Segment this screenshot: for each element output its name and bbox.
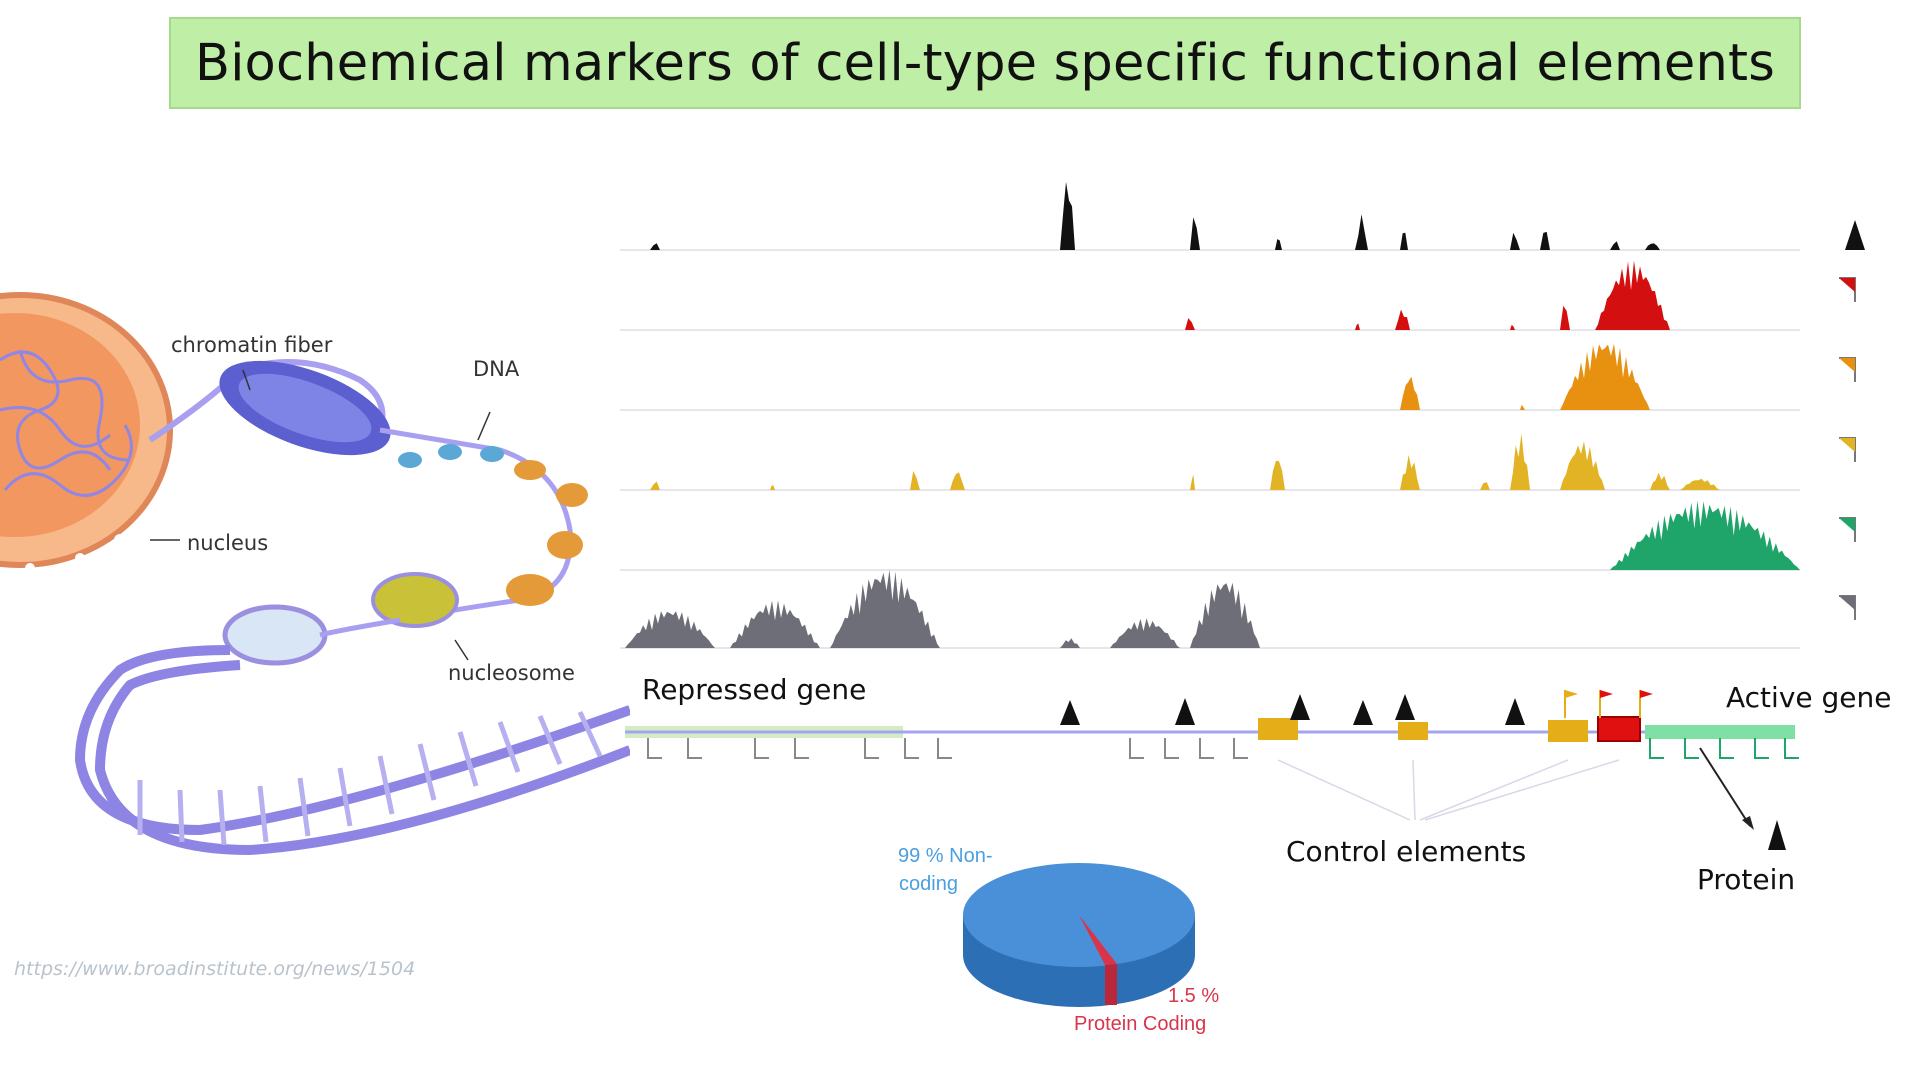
track-peak xyxy=(1650,472,1670,490)
track-peak xyxy=(1510,324,1515,330)
track-peak xyxy=(1060,638,1080,648)
triangle-marker xyxy=(1175,698,1195,725)
track-peak xyxy=(730,600,820,648)
track-marker xyxy=(1845,220,1865,250)
track-peak xyxy=(1595,260,1670,330)
control-element xyxy=(1398,722,1428,740)
track-peak xyxy=(1510,232,1520,250)
triangle-marker xyxy=(1353,700,1373,725)
active-gene-bar xyxy=(1645,725,1795,739)
track-peak xyxy=(1680,478,1720,490)
pie-noncoding-line1: 99 % Non- xyxy=(898,845,993,867)
triangle-marker xyxy=(1395,694,1415,720)
track-peak xyxy=(1645,243,1660,250)
label-nucleosome: nucleosome xyxy=(448,661,575,685)
control-element xyxy=(1258,718,1298,740)
label-control-elements: Control elements xyxy=(1286,835,1527,868)
coding-pie xyxy=(963,863,1195,1007)
track-peak xyxy=(1185,318,1195,330)
track-peak xyxy=(1275,239,1282,250)
track-peak xyxy=(770,485,775,490)
control-element xyxy=(1548,720,1588,742)
triangle-marker xyxy=(1505,698,1525,725)
track-peak xyxy=(1610,500,1800,570)
track-peak xyxy=(1480,482,1490,490)
slide-title: Biochemical markers of cell-type specifi… xyxy=(195,33,1775,93)
track-peak xyxy=(1190,474,1195,490)
track-peak xyxy=(1355,323,1360,330)
label-protein: Protein xyxy=(1697,863,1796,896)
title-banner: Biochemical markers of cell-type specifi… xyxy=(169,17,1801,109)
track-flag xyxy=(1839,278,1855,292)
label-dna: DNA xyxy=(473,357,520,381)
signal-tracks xyxy=(620,181,1865,649)
track-peak xyxy=(1190,582,1260,648)
pie-coding-label: Protein Coding xyxy=(1074,1013,1207,1035)
track-flag xyxy=(1839,358,1855,372)
label-nucleus: nucleus xyxy=(187,531,269,555)
track-peak xyxy=(1270,460,1285,490)
track-peak xyxy=(1060,181,1075,250)
track-peak xyxy=(1110,618,1180,648)
label-repressed-gene: Repressed gene xyxy=(642,673,867,706)
pie-coding-pct: 1.5 % xyxy=(1168,985,1220,1007)
track-peak xyxy=(1520,404,1525,410)
track-peak xyxy=(1355,214,1368,250)
control-element xyxy=(1597,716,1641,742)
track-peak xyxy=(830,569,940,648)
label-active-gene: Active gene xyxy=(1726,681,1892,714)
triangle-marker xyxy=(1060,700,1080,725)
track-peak xyxy=(1560,305,1570,330)
gene-model xyxy=(625,690,1799,850)
label-chromatin-fiber: chromatin fiber xyxy=(171,333,333,357)
track-peak xyxy=(1400,232,1408,250)
track-peak xyxy=(650,481,660,490)
track-peak xyxy=(1560,343,1650,410)
track-peak xyxy=(1540,231,1550,250)
track-peak xyxy=(1190,217,1200,250)
track-peak xyxy=(1610,241,1620,250)
track-peak xyxy=(950,472,965,490)
protein-marker xyxy=(1768,820,1786,850)
track-peak xyxy=(1510,433,1530,490)
source-url: https://www.broadinstitute.org/news/1504 xyxy=(14,958,416,980)
track-peak xyxy=(1560,441,1605,490)
track-peak xyxy=(650,243,660,250)
triangle-marker xyxy=(1290,694,1310,720)
pie-noncoding-line2: coding xyxy=(899,873,958,895)
track-peak xyxy=(1395,309,1410,330)
chromatin-illustration xyxy=(0,292,630,856)
track-peak xyxy=(625,611,715,648)
track-peak xyxy=(910,470,920,490)
track-flag xyxy=(1839,438,1855,452)
track-flag xyxy=(1839,596,1855,610)
track-peak xyxy=(1400,454,1420,490)
track-flag xyxy=(1839,518,1855,532)
track-peak xyxy=(1400,376,1420,410)
